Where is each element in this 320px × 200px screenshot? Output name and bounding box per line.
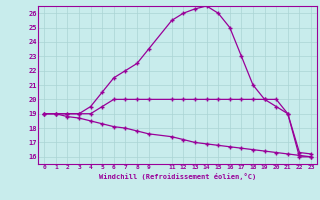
X-axis label: Windchill (Refroidissement éolien,°C): Windchill (Refroidissement éolien,°C) xyxy=(99,173,256,180)
